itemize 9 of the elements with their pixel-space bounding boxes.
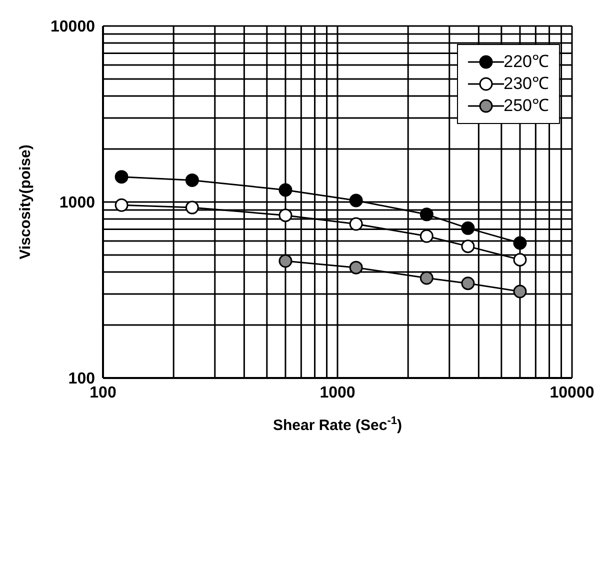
y-tick-label: 10000 (50, 18, 96, 36)
y-tick-label: 1000 (59, 194, 96, 212)
x-tick-label: 10000 (550, 384, 594, 402)
legend-label: 220℃ (504, 51, 549, 73)
legend-label: 230℃ (504, 73, 549, 95)
legend-label: 250℃ (504, 95, 549, 117)
x-tick-label: 1000 (320, 384, 356, 402)
y-axis-title: Viscosity(poise) (17, 144, 34, 260)
x-axis-title: Shear Rate (Sec$^{-1}$) (272, 415, 402, 434)
